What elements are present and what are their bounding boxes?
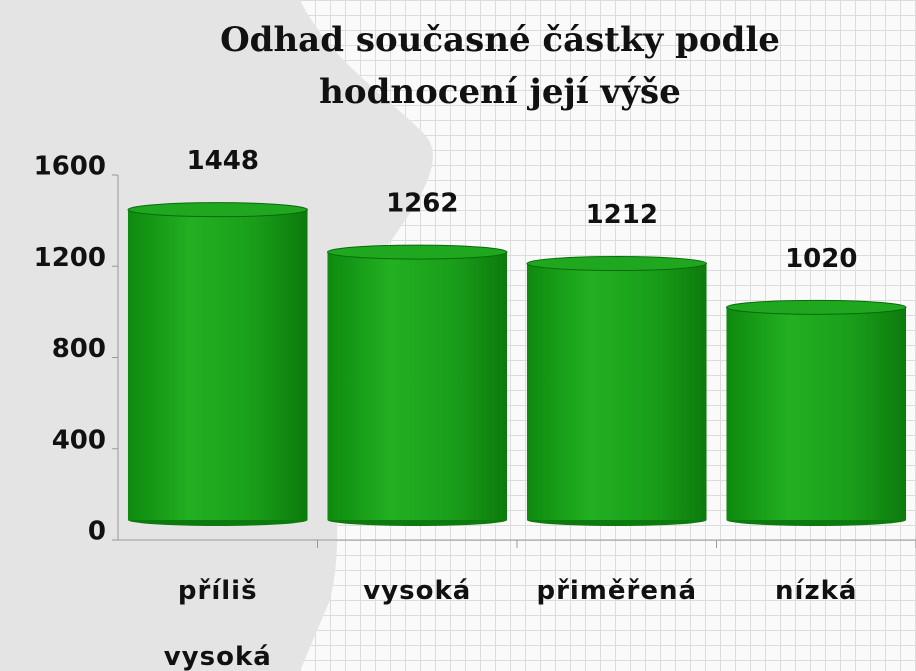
- x-tick-label: příliš vysoká: [163, 576, 272, 671]
- y-tick-label: 1200: [34, 243, 106, 273]
- bar-top: [526, 256, 708, 272]
- bar: [127, 209, 308, 521]
- bar: [526, 263, 707, 520]
- x-tick-label: vysoká: [363, 576, 472, 606]
- y-tick-label: 800: [52, 334, 106, 364]
- value-label: 1262: [386, 189, 458, 219]
- bar-top: [326, 244, 508, 260]
- x-tick-label: nízká: [775, 576, 858, 606]
- y-tick-label: 0: [88, 517, 106, 547]
- bar: [327, 252, 508, 520]
- bar-top: [725, 299, 907, 315]
- y-tick-label: 400: [52, 425, 106, 455]
- value-label: 1020: [785, 244, 857, 274]
- bar-top: [127, 202, 309, 218]
- value-label: 1448: [187, 146, 259, 176]
- x-tick-label: přiměřená: [536, 576, 698, 606]
- y-tick-label: 1600: [34, 152, 106, 182]
- bar: [726, 307, 907, 520]
- chart-title: Odhad současné částky podle hodnocení je…: [220, 20, 780, 112]
- value-label: 1212: [586, 200, 658, 230]
